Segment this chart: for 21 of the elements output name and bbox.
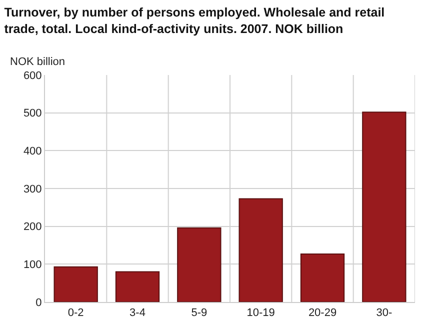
- bar: [238, 198, 283, 302]
- bar: [300, 253, 345, 302]
- bar: [177, 227, 222, 302]
- y-tick-label: 0: [36, 296, 42, 309]
- y-tick-label: 500: [23, 108, 42, 120]
- bar: [115, 271, 160, 302]
- x-tick-label: 5-9: [191, 307, 208, 320]
- y-tick-label: 300: [23, 183, 42, 196]
- y-tick-label: 600: [23, 70, 42, 82]
- bar: [54, 266, 98, 302]
- y-tick-label: 200: [23, 221, 42, 234]
- y-axis-title: NOK billion: [10, 56, 66, 68]
- y-tick-label: 100: [23, 259, 42, 272]
- chart-title: Turnover, by number of persons employed. Wholesale and retail trade, total. Local kind-of-activity units. 2007. NOK billion: [4, 6, 385, 36]
- y-tick-label: 400: [23, 146, 42, 158]
- x-tick-label: 10-19: [246, 307, 275, 320]
- x-tick-label: 0-2: [68, 307, 84, 320]
- x-tick-label: 30-: [376, 307, 392, 320]
- x-tick-label: 20-29: [308, 307, 337, 320]
- x-tick-label: 3-4: [130, 307, 146, 320]
- bar: [362, 112, 406, 302]
